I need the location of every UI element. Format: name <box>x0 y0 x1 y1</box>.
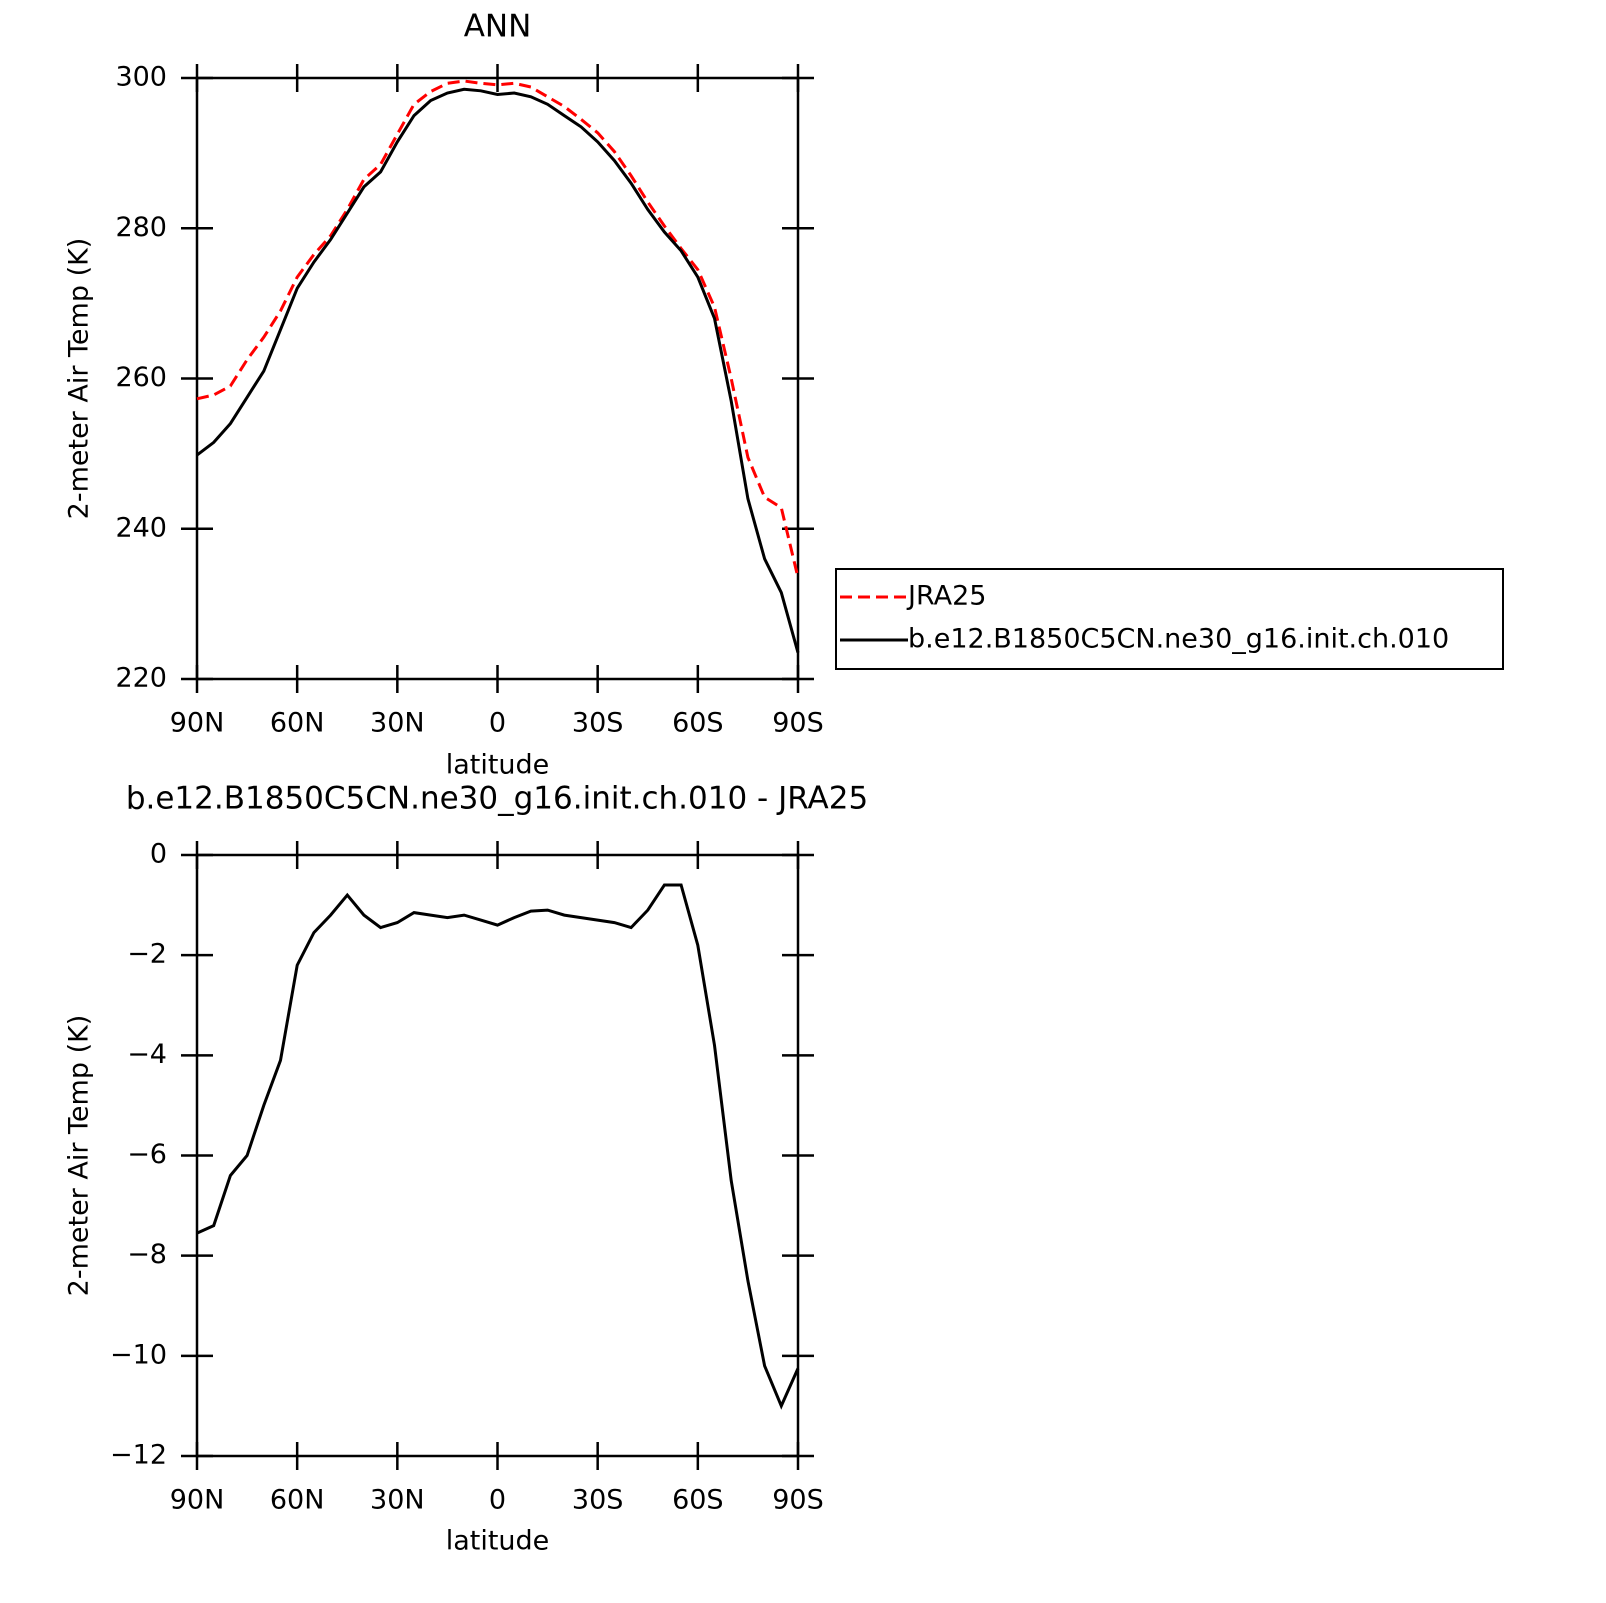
x-tick-label: 90S <box>772 708 824 739</box>
plot-frame <box>195 853 800 1458</box>
x-tick-label: 0 <box>489 708 506 739</box>
x-tick-label: 30S <box>572 1485 624 1516</box>
y-tick-label: −10 <box>110 1339 167 1370</box>
plot-frame <box>195 76 800 681</box>
y-tick-label: 260 <box>115 362 167 393</box>
x-tick-label: 90N <box>170 1485 225 1516</box>
chart-title: ANN <box>464 9 532 45</box>
data-line <box>196 883 800 1410</box>
chart-title: b.e12.B1850C5CN.ne30_g16.init.ch.010 - J… <box>126 781 868 817</box>
y-tick-label: −8 <box>127 1239 167 1270</box>
data-line <box>196 79 800 578</box>
y-tick-label: −6 <box>127 1139 167 1170</box>
legend-label: JRA25 <box>906 581 986 612</box>
data-line <box>196 87 800 654</box>
x-axis-title: latitude <box>446 750 550 781</box>
panel: ANN latitude 2-meter Air Temp (K) 90N 60N 30N… <box>64 9 1504 781</box>
x-tick-label: 30N <box>370 708 425 739</box>
y-tick-label: −12 <box>110 1440 167 1471</box>
x-tick-label: 90S <box>772 1485 824 1516</box>
x-axis-title: latitude <box>446 1526 550 1557</box>
y-tick-label: 0 <box>150 839 167 870</box>
x-tick-label: 60N <box>270 1485 325 1516</box>
x-tick-label: 30N <box>370 1485 425 1516</box>
y-axis-title: 2-meter Air Temp (K) <box>64 238 95 520</box>
y-axis-title: 2-meter Air Temp (K) <box>64 1015 95 1297</box>
y-tick-label: −4 <box>127 1039 167 1070</box>
x-tick-label: 60S <box>672 1485 724 1516</box>
x-tick-label: 60N <box>270 708 325 739</box>
legend: JRA25 b.e12.B1850C5CN.ne30_g16.init.ch.01… <box>835 568 1504 670</box>
x-tick-label: 60S <box>672 708 724 739</box>
y-tick-label: 220 <box>115 663 167 694</box>
panel: b.e12.B1850C5CN.ne30_g16.init.ch.010 - J… <box>64 781 869 1557</box>
y-tick-label: −2 <box>127 939 167 970</box>
x-tick-label: 90N <box>170 708 225 739</box>
legend-frame <box>835 568 1504 670</box>
y-tick-label: 240 <box>115 512 167 543</box>
legend-label: b.e12.B1850C5CN.ne30_g16.init.ch.010 <box>908 624 1449 655</box>
y-tick-label: 300 <box>115 62 167 93</box>
y-tick-label: 280 <box>115 212 167 243</box>
x-tick-label: 30S <box>572 708 624 739</box>
x-tick-label: 0 <box>489 1485 506 1516</box>
